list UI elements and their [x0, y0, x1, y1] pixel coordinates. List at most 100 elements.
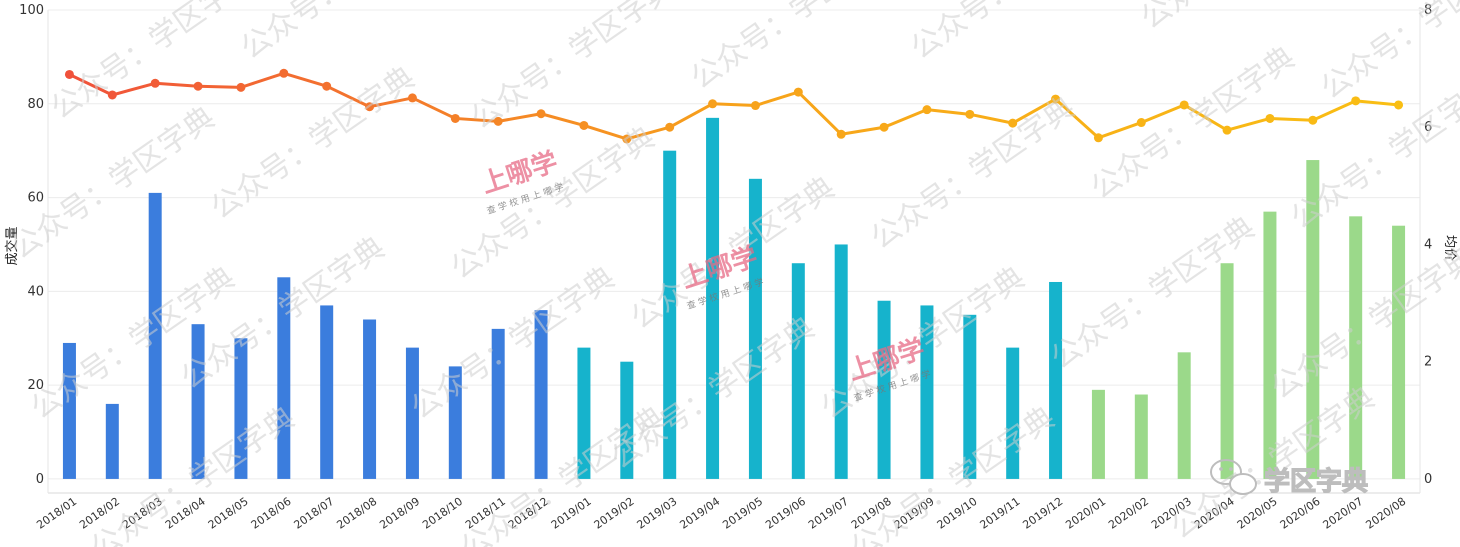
- x-tick-label: 2018/06: [249, 495, 294, 532]
- right-tick-label: 0: [1424, 472, 1432, 487]
- x-tick-label: 2019/04: [677, 495, 722, 532]
- line-point: [279, 68, 289, 78]
- logo-watermark: 学区字典: [1210, 459, 1369, 498]
- line-point: [965, 109, 975, 119]
- bar: [448, 366, 462, 479]
- x-tick-label: 2019/12: [1020, 495, 1065, 532]
- wechat-icon: [1210, 459, 1257, 495]
- bar: [663, 150, 677, 479]
- line-point: [708, 99, 718, 109]
- line-point: [1051, 94, 1061, 104]
- bar: [1049, 281, 1063, 479]
- right-tick-label: 8: [1424, 3, 1432, 18]
- bar: [577, 347, 591, 479]
- line-point: [750, 101, 760, 111]
- x-tick-label: 2019/07: [806, 495, 851, 532]
- line-point: [450, 113, 460, 123]
- line-point: [150, 78, 160, 88]
- bar: [363, 319, 377, 479]
- line-point: [1308, 115, 1318, 125]
- watermark-text: 公众号：学区字典: [5, 100, 222, 266]
- logo-label: 学区字典: [1264, 466, 1368, 497]
- right-tick-label: 2: [1424, 355, 1432, 370]
- bar: [963, 314, 977, 479]
- line-point: [879, 122, 889, 132]
- x-tick-label: 2018/01: [34, 495, 79, 532]
- line-point: [1008, 118, 1018, 128]
- watermark-text: 公众号：学区字典: [445, 120, 662, 286]
- line-point: [193, 81, 203, 91]
- line-point: [622, 134, 632, 144]
- bar: [834, 244, 848, 479]
- right-tick-label: 6: [1424, 120, 1432, 135]
- x-tick-label: 2020/02: [1106, 495, 1151, 532]
- bar: [277, 277, 291, 479]
- bar: [148, 192, 162, 479]
- x-tick-label: 2018/09: [377, 495, 422, 532]
- x-tick-label: 2018/05: [206, 495, 251, 532]
- right-axis-ticks: 0 2 4 6 8: [1424, 3, 1432, 487]
- line-point: [1351, 96, 1361, 106]
- bar: [791, 263, 805, 479]
- x-tick-label: 2018/07: [292, 495, 337, 532]
- left-axis-title: 成交量: [4, 226, 20, 265]
- line-point: [1265, 113, 1275, 123]
- bar: [748, 178, 762, 479]
- x-tick-label: 2018/08: [334, 495, 379, 532]
- x-tick-label: 2019/06: [763, 495, 808, 532]
- price-line: [68, 71, 1399, 141]
- line-point: [365, 102, 375, 112]
- x-tick-label: 2020/08: [1363, 495, 1408, 532]
- bar: [1349, 216, 1363, 479]
- left-axis-ticks: 0 20 40 60 80 100: [19, 3, 44, 487]
- line-point: [1093, 133, 1103, 143]
- watermark-text: 公众号：学区字典: [1135, 0, 1352, 37]
- left-tick-label: 20: [27, 378, 44, 393]
- x-tick-label: 2020/06: [1278, 495, 1323, 532]
- bar: [706, 117, 720, 479]
- line-point: [793, 87, 803, 97]
- bar: [620, 361, 634, 479]
- watermark-text: 公众号：学区字典: [1085, 40, 1302, 206]
- line-point: [407, 93, 417, 103]
- watermark-text: 公众号：学区字典: [45, 0, 262, 127]
- line-point: [493, 116, 503, 126]
- line-point: [665, 122, 675, 132]
- x-tick-label: 2018/10: [420, 495, 465, 532]
- line-point: [1394, 100, 1404, 110]
- bar: [1392, 225, 1406, 479]
- bar: [191, 324, 205, 479]
- bar: [105, 403, 119, 479]
- left-tick-label: 80: [27, 97, 44, 112]
- x-tick-label: 2019/03: [635, 495, 680, 532]
- line-point: [64, 69, 74, 79]
- x-tick-label: 2020/01: [1063, 495, 1108, 532]
- bar: [405, 347, 419, 479]
- line-point: [836, 129, 846, 139]
- line-point: [236, 82, 246, 92]
- bar: [1306, 160, 1320, 479]
- line-series: [64, 68, 1404, 144]
- right-axis-title: 均价: [1442, 235, 1457, 261]
- bar: [534, 310, 548, 479]
- x-tick-label: 2019/05: [720, 495, 765, 532]
- line-point: [536, 109, 546, 119]
- left-tick-label: 40: [27, 284, 44, 299]
- bar: [62, 342, 76, 479]
- line-point: [107, 90, 117, 100]
- watermark-text: 公众号：学区字典: [1285, 70, 1460, 236]
- bar: [1091, 389, 1105, 479]
- line-point: [1179, 100, 1189, 110]
- left-tick-label: 0: [36, 472, 44, 487]
- bar: [877, 300, 891, 479]
- right-tick-label: 4: [1424, 237, 1432, 252]
- bar: [1134, 394, 1148, 479]
- x-tick-label: 2019/02: [592, 495, 637, 532]
- line-point: [922, 105, 932, 115]
- bar: [320, 305, 334, 479]
- bar: [1263, 211, 1277, 479]
- bar: [1220, 263, 1234, 479]
- line-point: [1136, 118, 1146, 128]
- bar: [920, 305, 934, 479]
